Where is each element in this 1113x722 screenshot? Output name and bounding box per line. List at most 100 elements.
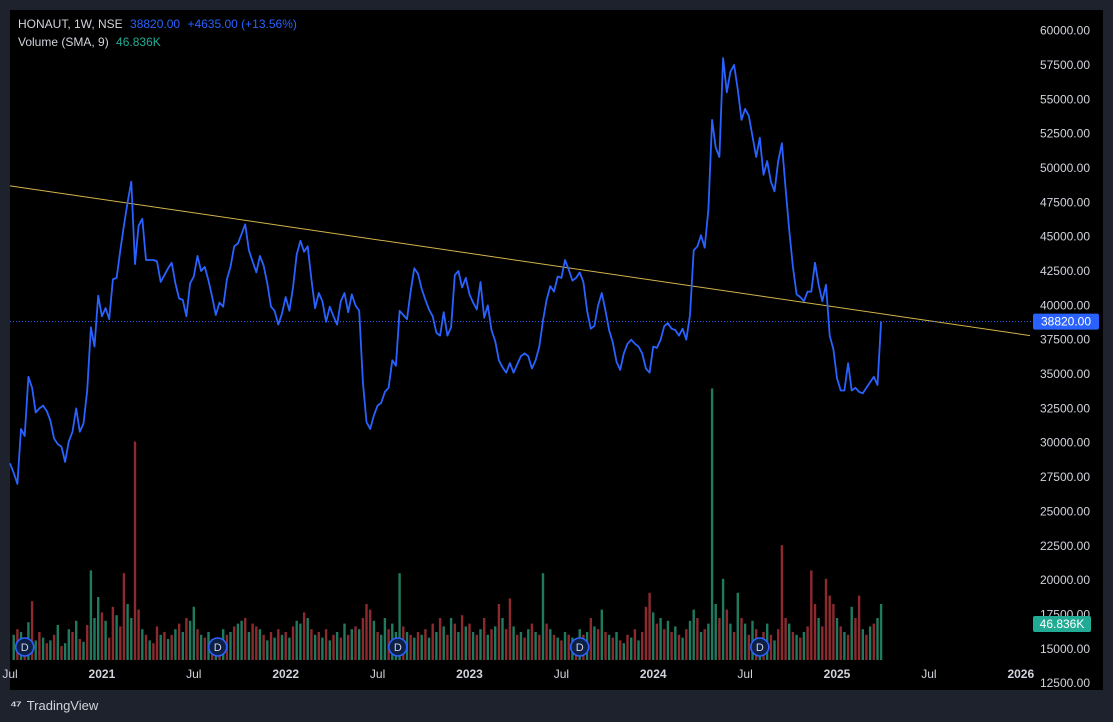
x-tick-label: Jul [2, 667, 17, 681]
trend-line[interactable] [9, 185, 1031, 337]
volume-bar [104, 620, 107, 660]
volume-bar [677, 634, 681, 660]
volume-bar [666, 620, 670, 660]
volume-bar [648, 592, 651, 660]
volume-bar [457, 632, 460, 660]
volume-badge-text: 46.836K [1040, 617, 1085, 631]
volume-bar [824, 578, 828, 660]
volume-badge [1033, 616, 1091, 632]
volume-bar [196, 629, 199, 660]
dividend-marker-icon[interactable] [207, 637, 228, 657]
volume-bar [89, 570, 93, 660]
volume-bar [674, 626, 677, 660]
volume-bar [354, 626, 357, 660]
volume-bar [255, 626, 258, 660]
volume-bar [438, 618, 442, 660]
volume-bar [100, 612, 104, 660]
dividend-marker-icon[interactable] [14, 637, 35, 657]
volume-bar [324, 629, 328, 660]
volume-bar [347, 634, 350, 660]
volume-bar [508, 598, 512, 660]
volume-bar [626, 634, 629, 660]
volume-bar [247, 632, 251, 660]
dividend-marker-icon[interactable] [569, 637, 590, 657]
chart-area[interactable] [10, 10, 1103, 690]
tradingview-brand[interactable]: ⁴⁷ TradingView [10, 696, 98, 714]
volume-bar [777, 629, 780, 660]
volume-legend[interactable]: Volume (SMA, 9) 46.836K [18, 35, 165, 49]
volume-bar [240, 620, 243, 660]
volume-bar [835, 618, 839, 660]
volume-bar [799, 637, 802, 660]
volume-bar [813, 604, 817, 660]
volume-bar [832, 604, 835, 660]
volume-bar [185, 618, 188, 660]
volume-bar [424, 629, 427, 660]
volume-bar [505, 629, 508, 660]
volume-bar [490, 629, 493, 660]
volume-bar [273, 637, 276, 660]
volume-bar [126, 604, 129, 660]
y-tick-label: 15000.00 [1040, 642, 1090, 656]
volume-bar [358, 629, 361, 660]
volume-bar [497, 604, 501, 660]
volume-bar [828, 595, 831, 660]
volume-bar [148, 640, 151, 660]
volume-bar [854, 618, 857, 660]
volume-bar [97, 597, 100, 660]
volume-bar [449, 618, 453, 660]
dividend-marker-icon[interactable] [749, 637, 770, 657]
volume-bar [141, 629, 144, 660]
y-tick-label: 30000.00 [1040, 436, 1090, 450]
y-tick-label: 20000.00 [1040, 573, 1090, 587]
volume-bar [810, 570, 813, 660]
symbol-legend[interactable]: HONAUT, 1W, NSE 38820.00 +4635.00 (+13.5… [18, 17, 301, 31]
x-tick-label: Jul [186, 667, 201, 681]
dividend-marker-label: D [21, 642, 29, 654]
volume-bar [383, 618, 387, 660]
y-tick-label: 60000.00 [1040, 24, 1090, 38]
x-tick-label: Jul [921, 667, 936, 681]
volume-bar [802, 632, 806, 660]
volume-bar [174, 629, 177, 660]
y-tick-label: 57500.00 [1040, 58, 1090, 72]
volume-bar [229, 632, 232, 660]
volume-bar [251, 623, 254, 660]
volume-bar [633, 629, 637, 660]
volume-bar [442, 626, 445, 660]
volume-bar [637, 640, 640, 660]
volume-bar [596, 629, 600, 660]
volume-bar [427, 637, 431, 660]
volume-bar [732, 632, 736, 660]
volume-bar [600, 609, 603, 660]
volume-bar [589, 618, 592, 660]
volume-bar [159, 634, 162, 660]
y-tick-label: 45000.00 [1040, 230, 1090, 244]
y-tick-label: 22500.00 [1040, 539, 1090, 553]
volume-bar [512, 626, 515, 660]
volume-bar [284, 632, 287, 660]
volume-bar [530, 623, 534, 660]
volume-bar [332, 634, 335, 660]
volume-bar [714, 604, 717, 660]
volume-bar [821, 626, 824, 660]
y-tick-label: 52500.00 [1040, 127, 1090, 141]
price-line[interactable] [9, 57, 882, 485]
price-change: +4635.00 (+13.56%) [187, 17, 297, 31]
volume-bar [641, 632, 644, 660]
volume-bar [288, 637, 291, 660]
volume-bar [534, 632, 537, 660]
volume-bar [850, 606, 853, 660]
volume-bar [262, 634, 265, 660]
volume-bar [861, 629, 864, 660]
volume-bar [876, 618, 879, 660]
dividend-marker-label: D [394, 642, 402, 654]
dividend-marker-label: D [756, 642, 764, 654]
volume-bar [435, 632, 438, 660]
volume-bar [567, 634, 570, 660]
volume-bar [52, 634, 56, 660]
volume-bar [86, 625, 89, 660]
dividend-marker-icon[interactable] [387, 637, 408, 657]
